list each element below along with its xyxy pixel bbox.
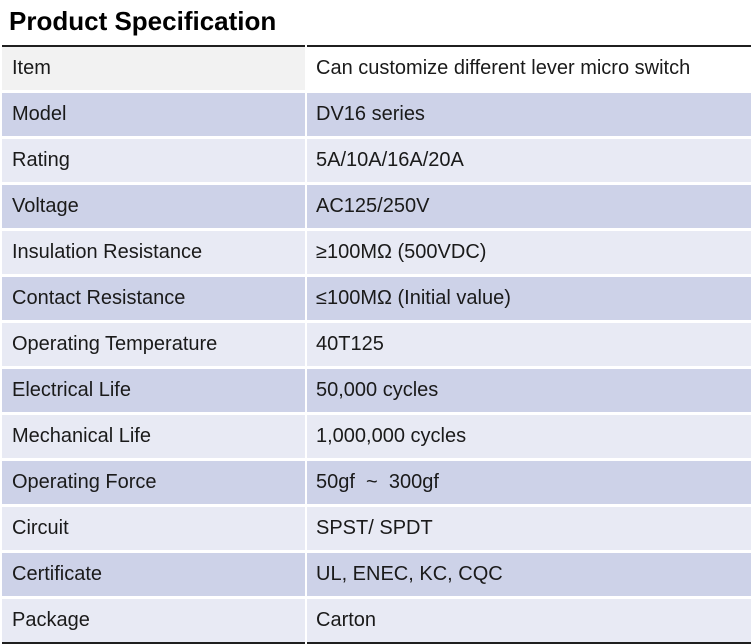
- spec-label-cell: Rating: [2, 139, 305, 182]
- spec-value-cell: AC125/250V: [307, 185, 751, 228]
- page-title: Product Specification: [9, 6, 277, 36]
- spec-label-cell: Item: [2, 47, 305, 90]
- spec-row: Model DV16 series: [2, 93, 751, 136]
- spec-value-cell: 50gf ~ 300gf: [307, 461, 751, 504]
- spec-label-cell: Model: [2, 93, 305, 136]
- spec-label-cell: Package: [2, 599, 305, 642]
- spec-value-cell: SPST/ SPDT: [307, 507, 751, 550]
- spec-row: Contact Resistance ≤100MΩ (Initial value): [2, 277, 751, 320]
- spec-value-cell: ≥100MΩ (500VDC): [307, 231, 751, 274]
- spec-value-cell: Can customize different lever micro swit…: [307, 47, 751, 90]
- spec-row: Mechanical Life 1,000,000 cycles: [2, 415, 751, 458]
- spec-value-cell: DV16 series: [307, 93, 751, 136]
- spec-label-cell: Contact Resistance: [2, 277, 305, 320]
- spec-row: Item Can customize different lever micro …: [2, 47, 751, 90]
- spec-value-cell: 5A/10A/16A/20A: [307, 139, 751, 182]
- spec-value-cell: 40T125: [307, 323, 751, 366]
- spec-row: Rating 5A/10A/16A/20A: [2, 139, 751, 182]
- spec-value-cell: UL, ENEC, KC, CQC: [307, 553, 751, 596]
- spec-row: Electrical Life 50,000 cycles: [2, 369, 751, 412]
- spec-row: Insulation Resistance ≥100MΩ (500VDC): [2, 231, 751, 274]
- spec-row: Package Carton: [2, 599, 751, 642]
- spec-row: Operating Force 50gf ~ 300gf: [2, 461, 751, 504]
- spec-label-cell: Circuit: [2, 507, 305, 550]
- spec-label-cell: Voltage: [2, 185, 305, 228]
- spec-label-cell: Electrical Life: [2, 369, 305, 412]
- spec-row: Circuit SPST/ SPDT: [2, 507, 751, 550]
- spec-value-cell: ≤100MΩ (Initial value): [307, 277, 751, 320]
- spec-row: Operating Temperature 40T125: [2, 323, 751, 366]
- spec-value-cell: 50,000 cycles: [307, 369, 751, 412]
- spec-row: Certificate UL, ENEC, KC, CQC: [2, 553, 751, 596]
- spec-row: Voltage AC125/250V: [2, 185, 751, 228]
- spec-label-cell: Operating Temperature: [2, 323, 305, 366]
- spec-label-cell: Certificate: [2, 553, 305, 596]
- spec-value-cell: 1,000,000 cycles: [307, 415, 751, 458]
- product-spec-table: Item Can customize different lever micro …: [2, 47, 751, 642]
- spec-label-cell: Operating Force: [2, 461, 305, 504]
- spec-label-cell: Insulation Resistance: [2, 231, 305, 274]
- spec-value-cell: Carton: [307, 599, 751, 642]
- spec-label-cell: Mechanical Life: [2, 415, 305, 458]
